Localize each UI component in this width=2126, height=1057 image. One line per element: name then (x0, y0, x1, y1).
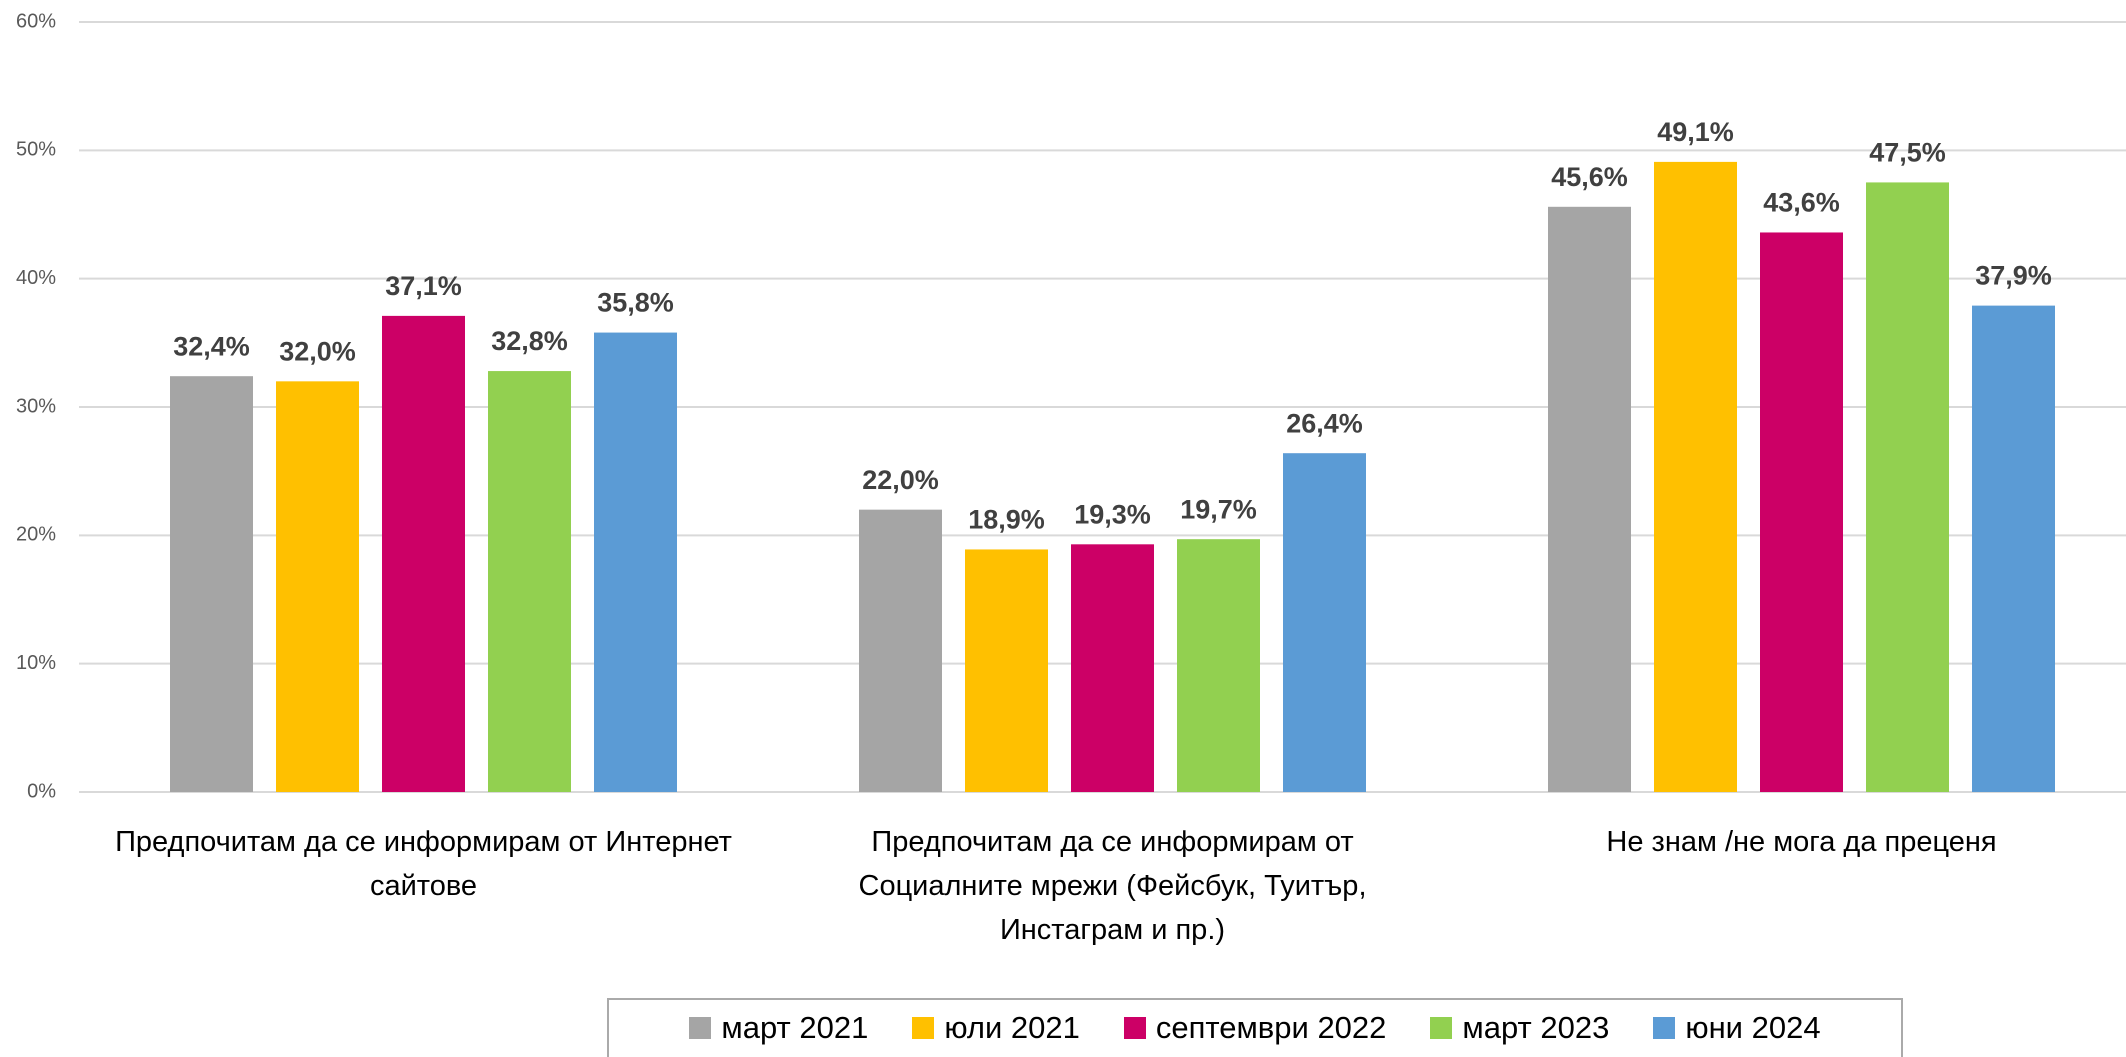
bar (1972, 305, 2055, 792)
data-label: 47,5% (1869, 138, 1946, 168)
bar (859, 509, 942, 792)
data-label: 45,6% (1551, 162, 1628, 192)
legend: март 2021 юли 2021 септември 2022 март 2023… (607, 998, 1903, 1057)
x-tick-label: Не знам /не мога да преценя (1606, 826, 1997, 858)
y-tick-label: 50% (16, 139, 56, 161)
bar (488, 371, 571, 792)
y-tick-label: 30% (16, 395, 56, 417)
data-label: 32,8% (491, 326, 568, 356)
data-label: 26,4% (1286, 408, 1363, 438)
legend-swatch (1653, 1017, 1676, 1039)
bar (170, 376, 253, 792)
legend-item: юни 2024 (1653, 1010, 1821, 1046)
data-label: 32,4% (173, 331, 250, 361)
x-tick-label: Предпочитам да се информирам от Интернет… (115, 826, 732, 902)
legend-swatch (1123, 1017, 1146, 1039)
y-tick-label: 40% (16, 267, 56, 289)
legend-swatch (912, 1017, 935, 1039)
data-label: 18,9% (968, 505, 1045, 535)
bar (1654, 161, 1737, 793)
bar (1071, 544, 1154, 792)
legend-swatch (689, 1017, 712, 1039)
bar (965, 549, 1048, 792)
y-tick-label: 10% (16, 652, 56, 674)
legend-swatch (1430, 1017, 1453, 1039)
bar (1548, 206, 1631, 793)
data-label: 43,6% (1763, 188, 1840, 218)
y-tick-label: 20% (16, 524, 56, 546)
data-label: 35,8% (597, 288, 674, 318)
data-label: 19,3% (1074, 499, 1151, 529)
bar (276, 381, 359, 792)
bar (594, 332, 677, 792)
legend-item: март 2021 (689, 1010, 868, 1046)
x-tick-label: Предпочитам да се информирам от Социални… (858, 826, 1367, 946)
legend-label: юли 2021 (944, 1010, 1080, 1045)
bar (1177, 539, 1260, 792)
legend-item: септември 2022 (1123, 1010, 1387, 1046)
data-label: 37,1% (385, 271, 462, 301)
bar (1866, 182, 1949, 792)
data-label: 37,9% (1975, 261, 2052, 291)
legend-item: юли 2021 (912, 1010, 1080, 1046)
bar (382, 315, 465, 792)
bar (1760, 232, 1843, 792)
data-label: 32,0% (279, 336, 356, 366)
data-label: 19,7% (1180, 494, 1257, 524)
legend-label: юни 2024 (1685, 1010, 1821, 1045)
bar (1283, 453, 1366, 792)
y-tick-label: 0% (27, 780, 56, 802)
legend-label: март 2021 (721, 1010, 869, 1045)
legend-item: март 2023 (1430, 1010, 1609, 1046)
legend-label: март 2023 (1462, 1010, 1610, 1045)
data-label: 22,0% (862, 465, 939, 495)
legend-label: септември 2022 (1155, 1010, 1387, 1045)
y-tick-label: 60% (16, 10, 56, 32)
data-label: 49,1% (1657, 117, 1734, 147)
